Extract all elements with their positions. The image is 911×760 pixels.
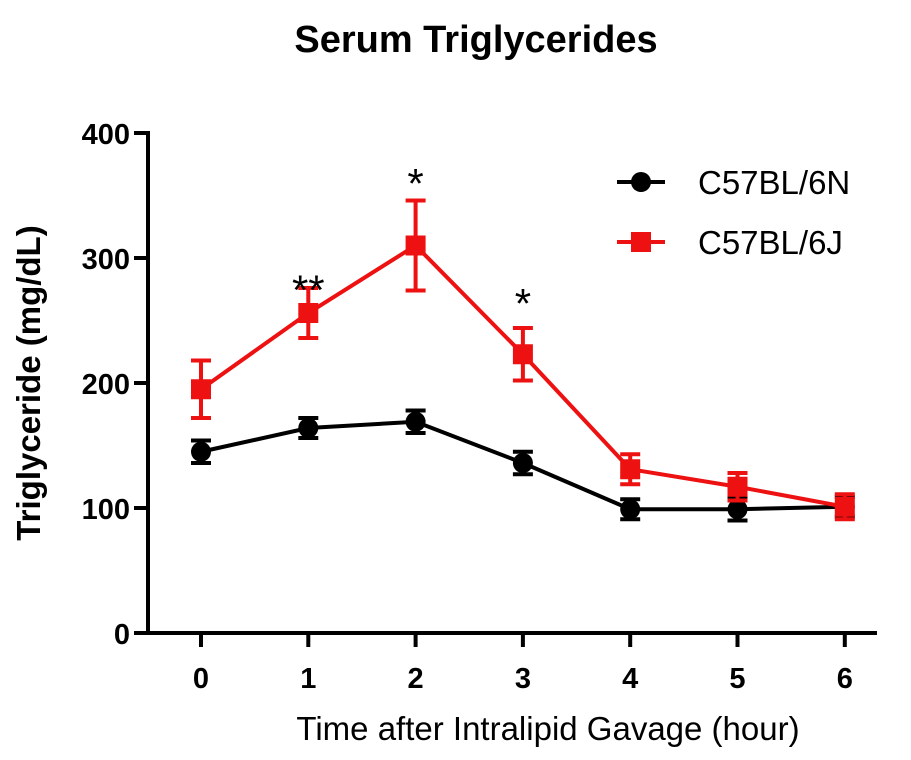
data-point — [298, 303, 319, 323]
significance-marker: * — [515, 280, 531, 327]
axes: 0 100 200 300 400 0 1 2 3 4 5 6 — [82, 119, 877, 695]
series-layer — [191, 198, 855, 523]
y-tick-label: 0 — [114, 619, 130, 651]
data-point — [298, 418, 319, 438]
x-tick-label: 0 — [193, 663, 209, 695]
series-0 — [191, 408, 855, 523]
y-tick-label: 200 — [82, 369, 130, 401]
annotation-layer: **** — [292, 160, 531, 327]
data-point — [512, 344, 533, 365]
data-point — [727, 499, 748, 520]
y-tick-label: 300 — [82, 244, 130, 276]
legend-label: C57BL/6N — [698, 164, 850, 201]
x-tick-label: 1 — [300, 663, 316, 695]
x-tick-label: 5 — [729, 663, 745, 695]
data-point — [405, 411, 426, 432]
legend-marker — [631, 172, 651, 192]
y-tick-label: 100 — [82, 494, 130, 526]
x-tick-label: 2 — [408, 663, 424, 695]
y-tick-label: 400 — [82, 119, 130, 151]
x-axis-label: Time after Intralipid Gavage (hour) — [296, 710, 799, 747]
data-point — [512, 453, 533, 473]
data-point — [191, 379, 211, 400]
x-tick-label: 6 — [837, 663, 853, 695]
data-point — [620, 459, 641, 480]
data-point — [727, 476, 748, 497]
series-1 — [191, 198, 855, 522]
x-tick-label: 3 — [515, 663, 531, 695]
legend-label: C57BL/6J — [698, 224, 843, 261]
chart-title: Serum Triglycerides — [294, 19, 657, 61]
legend-marker — [631, 232, 651, 252]
data-point — [834, 496, 855, 517]
significance-marker: * — [407, 160, 423, 207]
data-point — [191, 441, 211, 462]
y-axis-label: Triglyceride (mg/dL) — [10, 225, 47, 540]
data-point — [405, 235, 426, 256]
significance-marker: ** — [292, 266, 325, 313]
data-point — [620, 499, 641, 520]
x-tick-label: 4 — [622, 663, 638, 695]
legend: C57BL/6N C57BL/6J — [617, 164, 850, 261]
